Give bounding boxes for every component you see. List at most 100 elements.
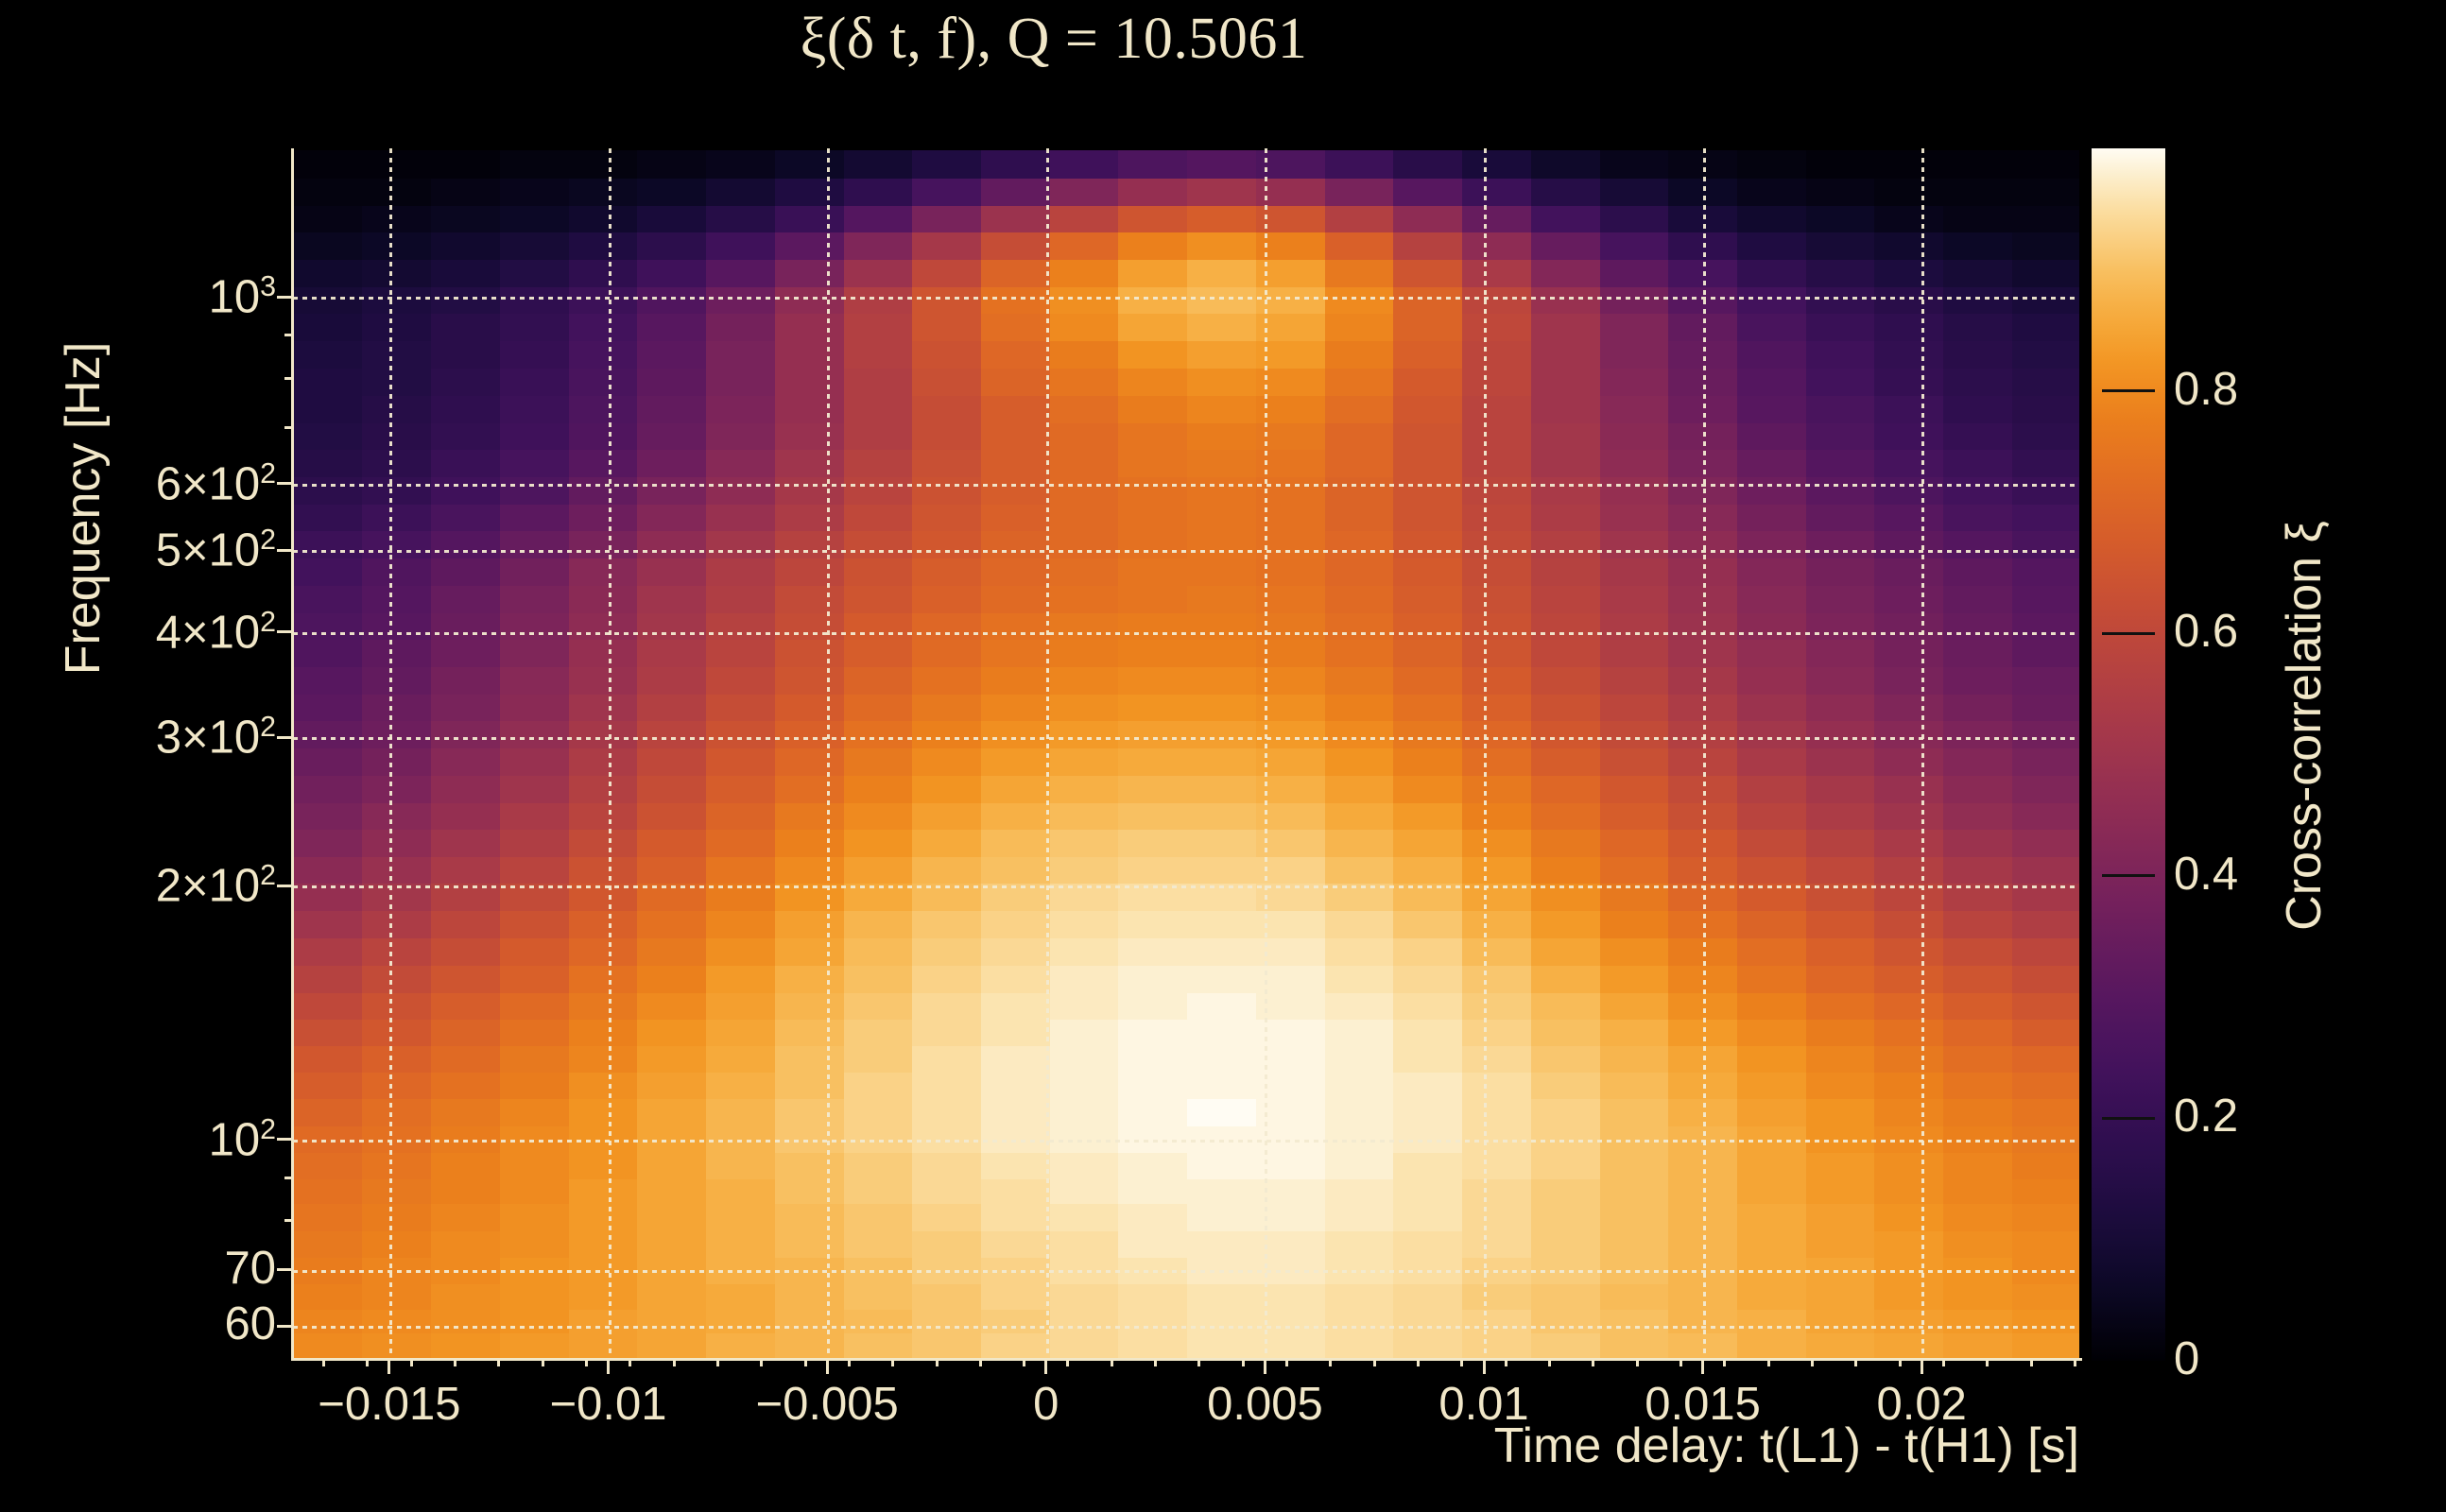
heatmap-cell	[1187, 1257, 1257, 1284]
heatmap-cell	[1668, 720, 1738, 748]
heatmap-cell	[843, 1125, 914, 1154]
heatmap-cell	[1874, 1308, 1945, 1333]
heatmap-cell	[912, 476, 982, 505]
heatmap-cell	[1393, 313, 1463, 342]
heatmap-cell	[981, 368, 1051, 396]
x-minor-tick	[497, 1358, 501, 1366]
heatmap-cell	[1049, 639, 1120, 668]
heatmap-cell	[1049, 558, 1120, 587]
heatmap-cell	[1462, 855, 1532, 885]
heatmap-cell	[1255, 394, 1326, 423]
heatmap-cell	[843, 368, 914, 396]
heatmap-cell	[774, 259, 845, 287]
heatmap-cell	[1187, 1044, 1257, 1073]
heatmap-cell	[1805, 1019, 1876, 1046]
heatmap-cell	[1668, 150, 1738, 179]
heatmap-cell	[1530, 639, 1601, 668]
colorbar[interactable]	[2092, 148, 2165, 1361]
heatmap-cell	[2011, 530, 2079, 559]
colorbar-tick-label: 0.6	[2174, 606, 2239, 658]
heatmap-cell	[568, 1257, 639, 1284]
colorbar-tick-mark	[2102, 631, 2155, 635]
y-tick-label: 5×102	[155, 524, 276, 576]
heatmap-cell	[1737, 1257, 1807, 1284]
heatmap-cell	[774, 558, 845, 587]
heatmap-cell	[1599, 1097, 1670, 1126]
heatmap-cell	[568, 476, 639, 505]
heatmap-cell	[706, 204, 776, 233]
heatmap-cell	[1599, 503, 1670, 532]
heatmap-cell	[2011, 368, 2079, 396]
heatmap-cell	[1118, 1152, 1189, 1179]
heatmap-cell	[1874, 585, 1945, 613]
heatmap-cell	[1255, 883, 1326, 912]
heatmap-cell	[499, 449, 570, 477]
heatmap-cell	[1874, 1332, 1945, 1358]
heatmap-cell	[362, 720, 433, 748]
heatmap-cell	[1049, 1152, 1120, 1179]
heatmap-cell	[706, 1019, 776, 1046]
heatmap-cell	[1737, 313, 1807, 342]
x-tick-label: −0.005	[755, 1379, 899, 1430]
heatmap-cell	[1599, 639, 1670, 668]
heatmap-cell	[981, 204, 1051, 233]
heatmap-cell	[362, 530, 433, 559]
heatmap-cell	[1599, 801, 1670, 831]
heatmap-cell	[1737, 204, 1807, 233]
heatmap-cell	[568, 666, 639, 695]
heatmap-cell	[499, 1044, 570, 1073]
x-minor-tick	[1460, 1358, 1464, 1366]
heatmap-cell	[1943, 965, 2013, 994]
heatmap-cell	[637, 285, 707, 315]
heatmap-cell	[568, 965, 639, 994]
heatmap-cell	[843, 150, 914, 179]
heatmap-cell	[912, 1177, 982, 1205]
heatmap-cell	[981, 1283, 1051, 1310]
heatmap-cell	[1187, 639, 1257, 668]
heatmap-cell	[774, 1257, 845, 1284]
heatmap-cell	[1943, 937, 2013, 967]
heatmap-cell	[1874, 340, 1945, 369]
heatmap-cell	[1255, 421, 1326, 451]
heatmap-cell	[499, 368, 570, 396]
heatmap-cell	[637, 910, 707, 939]
heatmap-cell	[1049, 1230, 1120, 1259]
heatmap-cell	[706, 910, 776, 939]
heatmap-cell	[981, 639, 1051, 668]
heatmap-cell	[1255, 720, 1326, 748]
heatmap-cell	[843, 1019, 914, 1046]
heatmap-cell	[1393, 530, 1463, 559]
y-tick-mark	[277, 1324, 293, 1328]
heatmap-cell	[2011, 693, 2079, 722]
heatmap-cell	[499, 585, 570, 613]
heatmap-cell	[1324, 530, 1395, 559]
heatmap-cell	[362, 449, 433, 477]
heatmap-cell	[1393, 666, 1463, 695]
heatmap-cell	[1943, 530, 2013, 559]
heatmap-cell	[1943, 178, 2013, 206]
heatmap-plot-area[interactable]	[293, 148, 2079, 1358]
heatmap-cell	[1874, 313, 1945, 342]
heatmap-cell	[1118, 801, 1189, 831]
heatmap-cell	[1393, 801, 1463, 831]
heatmap-cell	[568, 1283, 639, 1310]
heatmap-cell	[499, 883, 570, 912]
heatmap-cell	[431, 992, 501, 1021]
y-tick-mark	[277, 735, 293, 739]
heatmap-cell	[1255, 530, 1326, 559]
heatmap-cell	[568, 1332, 639, 1358]
heatmap-cell	[1805, 1044, 1876, 1073]
heatmap-cell	[1668, 421, 1738, 451]
heatmap-cell	[1805, 1071, 1876, 1099]
heatmap-cell	[774, 829, 845, 857]
heatmap-cell	[1255, 1177, 1326, 1205]
heatmap-cell	[1049, 259, 1120, 287]
colorbar-title: Cross-correlation ξ	[2277, 521, 2332, 931]
heatmap-cell	[1324, 1097, 1395, 1126]
heatmap-cell	[1874, 1044, 1945, 1073]
heatmap-cell	[2011, 1308, 2079, 1333]
heatmap-cell	[1118, 340, 1189, 369]
heatmap-cell	[1805, 910, 1876, 939]
heatmap-cell	[981, 801, 1051, 831]
heatmap-cell	[1599, 530, 1670, 559]
